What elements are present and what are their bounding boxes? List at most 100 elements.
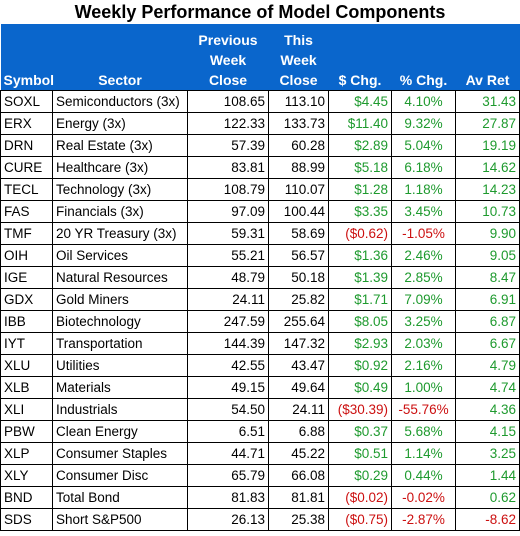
- table-row: FAS Financials (3x) 97.09 100.44 $3.35 3.45% 1…: [0, 200, 520, 223]
- prev-close-cell: 247.59: [187, 310, 269, 333]
- avg-return-cell: 3.25: [455, 442, 520, 465]
- symbol-cell: XLU: [0, 354, 53, 377]
- table-row: PBW Clean Energy 6.51 6.88 $0.37 5.68% 4.15: [0, 420, 520, 443]
- symbol-cell: IYT: [0, 332, 53, 355]
- symbol-cell: GDX: [0, 288, 53, 311]
- sector-cell: Healthcare (3x): [52, 156, 188, 179]
- avg-return-cell: 19.19: [455, 134, 520, 157]
- avg-return-cell: 27.87: [455, 112, 520, 135]
- prev-close-cell: 54.50: [187, 398, 269, 421]
- sector-cell: Technology (3x): [52, 178, 188, 201]
- this-close-cell: 50.18: [268, 266, 329, 289]
- avg-return-cell: 4.36: [455, 398, 520, 421]
- symbol-cell: PBW: [0, 420, 53, 443]
- this-close-cell: 43.47: [268, 354, 329, 377]
- this-close-cell: 88.99: [268, 156, 329, 179]
- avg-return-cell: 14.23: [455, 178, 520, 201]
- sector-cell: Energy (3x): [52, 112, 188, 135]
- header-avret: Av Ret: [455, 70, 520, 91]
- prev-close-cell: 6.51: [187, 420, 269, 443]
- avg-return-cell: 10.73: [455, 200, 520, 223]
- symbol-cell: IBB: [0, 310, 53, 333]
- avg-return-cell: 4.79: [455, 354, 520, 377]
- prev-close-cell: 122.33: [187, 112, 269, 135]
- dollar-change-cell: $0.29: [328, 464, 392, 487]
- sector-cell: Real Estate (3x): [52, 134, 188, 157]
- dollar-change-cell: $8.05: [328, 310, 392, 333]
- this-close-cell: 56.57: [268, 244, 329, 267]
- dollar-change-cell: ($0.02): [328, 486, 392, 509]
- avg-return-cell: 8.47: [455, 266, 520, 289]
- sector-cell: Consumer Disc: [52, 464, 188, 487]
- dollar-change-cell: $11.40: [328, 112, 392, 135]
- prev-close-cell: 48.79: [187, 266, 269, 289]
- table-row: DRN Real Estate (3x) 57.39 60.28 $2.89 5.04% 1…: [0, 134, 520, 157]
- percent-change-cell: 1.18%: [391, 178, 456, 201]
- this-close-cell: 24.11: [268, 398, 329, 421]
- table-row: XLY Consumer Disc 65.79 66.08 $0.29 0.44% 1.44: [0, 464, 520, 487]
- sector-cell: Semiconductors (3x): [52, 90, 188, 113]
- avg-return-cell: 6.67: [455, 332, 520, 355]
- this-close-cell: 255.64: [268, 310, 329, 333]
- percent-change-cell: -0.02%: [391, 486, 456, 509]
- header-prev-line1: Previous: [187, 24, 269, 50]
- this-close-cell: 49.64: [268, 376, 329, 399]
- this-close-cell: 66.08: [268, 464, 329, 487]
- prev-close-cell: 42.55: [187, 354, 269, 377]
- this-close-cell: 6.88: [268, 420, 329, 443]
- dollar-change-cell: $1.28: [328, 178, 392, 201]
- table-row: GDX Gold Miners 24.11 25.82 $1.71 7.09% 6.91: [0, 288, 520, 311]
- symbol-cell: CURE: [0, 156, 53, 179]
- table-row: XLB Materials 49.15 49.64 $0.49 1.00% 4.74: [0, 376, 520, 399]
- sector-cell: Consumer Staples: [52, 442, 188, 465]
- this-close-cell: 100.44: [268, 200, 329, 223]
- avg-return-cell: 4.15: [455, 420, 520, 443]
- this-close-cell: 133.73: [268, 112, 329, 135]
- sector-cell: Financials (3x): [52, 200, 188, 223]
- dollar-change-cell: $0.49: [328, 376, 392, 399]
- sector-cell: Industrials: [52, 398, 188, 421]
- dollar-change-cell: $5.18: [328, 156, 392, 179]
- symbol-cell: XLP: [0, 442, 53, 465]
- sector-cell: 20 YR Treasury (3x): [52, 222, 188, 245]
- symbol-cell: DRN: [0, 134, 53, 157]
- percent-change-cell: 5.68%: [391, 420, 456, 443]
- prev-close-cell: 83.81: [187, 156, 269, 179]
- dollar-change-cell: $0.92: [328, 354, 392, 377]
- symbol-cell: ERX: [0, 112, 53, 135]
- this-close-cell: 147.32: [268, 332, 329, 355]
- this-close-cell: 110.07: [268, 178, 329, 201]
- table-row: SDS Short S&P500 26.13 25.38 ($0.75) -2.87% -8…: [0, 508, 520, 531]
- percent-change-cell: 7.09%: [391, 288, 456, 311]
- dollar-change-cell: ($0.75): [328, 508, 392, 531]
- dollar-change-cell: $2.93: [328, 332, 392, 355]
- table-row: XLI Industrials 54.50 24.11 ($30.39) -55.76% 4…: [0, 398, 520, 421]
- table-row: IGE Natural Resources 48.79 50.18 $1.39 2.85%…: [0, 266, 520, 289]
- dollar-change-cell: $0.37: [328, 420, 392, 443]
- dollar-change-cell: $1.71: [328, 288, 392, 311]
- this-close-cell: 113.10: [268, 90, 329, 113]
- percent-change-cell: 5.04%: [391, 134, 456, 157]
- dollar-change-cell: $3.35: [328, 200, 392, 223]
- avg-return-cell: 1.44: [455, 464, 520, 487]
- prev-close-cell: 24.11: [187, 288, 269, 311]
- percent-change-cell: 2.16%: [391, 354, 456, 377]
- percent-change-cell: 1.14%: [391, 442, 456, 465]
- header-symbol: Symbol: [0, 70, 54, 91]
- sector-cell: Transportation: [52, 332, 188, 355]
- avg-return-cell: -8.62: [455, 508, 520, 531]
- symbol-cell: TMF: [0, 222, 53, 245]
- percent-change-cell: 0.44%: [391, 464, 456, 487]
- avg-return-cell: 31.43: [455, 90, 520, 113]
- this-close-cell: 58.69: [268, 222, 329, 245]
- table-row: OIH Oil Services 55.21 56.57 $1.36 2.46% 9.05: [0, 244, 520, 267]
- prev-close-cell: 59.31: [187, 222, 269, 245]
- prev-close-cell: 44.71: [187, 442, 269, 465]
- percent-change-cell: 2.03%: [391, 332, 456, 355]
- sector-cell: Natural Resources: [52, 266, 188, 289]
- table-row: BND Total Bond 81.83 81.81 ($0.02) -0.02% 0.62: [0, 486, 520, 509]
- header-chg: $ Chg.: [328, 70, 392, 91]
- this-close-cell: 60.28: [268, 134, 329, 157]
- dollar-change-cell: $1.36: [328, 244, 392, 267]
- table-row: XLP Consumer Staples 44.71 45.22 $0.51 1.14% 3…: [0, 442, 520, 465]
